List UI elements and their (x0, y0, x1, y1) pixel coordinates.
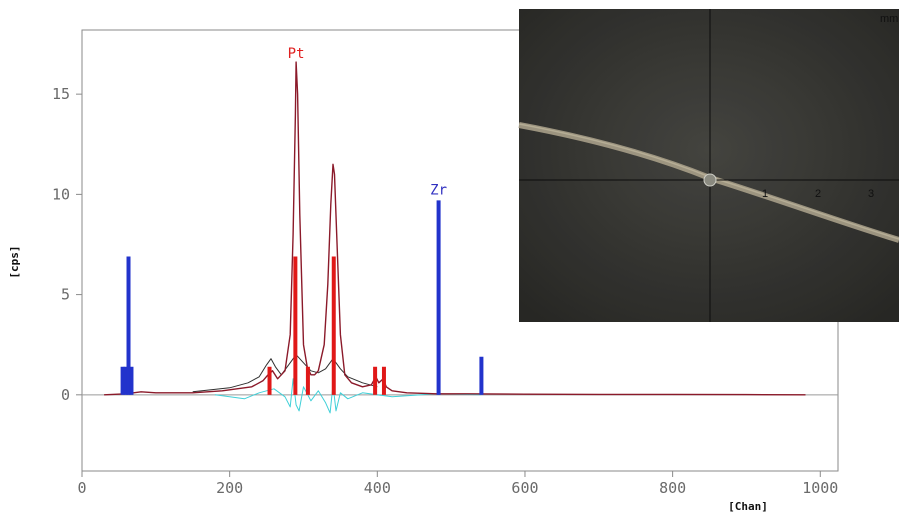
inset-texture (519, 9, 899, 322)
y-axis-title: [cps] (8, 245, 21, 278)
microscope-inset: 1 2 3 mm (518, 9, 899, 322)
x-tick-label: 400 (364, 479, 391, 497)
scale-label-1: 1 (762, 188, 768, 200)
y-tick-label: 0 (61, 386, 70, 404)
x-axis-title: [Chan] (728, 500, 768, 513)
x-tick-label: 1000 (802, 479, 838, 497)
x-tick-label: 0 (77, 479, 86, 497)
scale-label-2: 2 (815, 188, 821, 200)
y-tick-label: 15 (52, 85, 70, 103)
x-tick-label: 600 (511, 479, 538, 497)
x-tick-label: 800 (659, 479, 686, 497)
y-tick-label: 10 (52, 185, 70, 203)
scale-label-3: 3 (868, 188, 874, 200)
y-tick-label: 5 (61, 286, 70, 304)
peak-label: Zr (430, 182, 447, 198)
unit-label: mm (880, 13, 898, 25)
x-tick-label: 200 (216, 479, 243, 497)
measurement-spot (703, 173, 717, 187)
peak-label: Pt (288, 46, 305, 62)
inset-photo (519, 9, 899, 322)
axes: [cps] [Chan] (8, 245, 768, 513)
spectrum-line (104, 61, 806, 396)
residual-line (214, 378, 481, 414)
